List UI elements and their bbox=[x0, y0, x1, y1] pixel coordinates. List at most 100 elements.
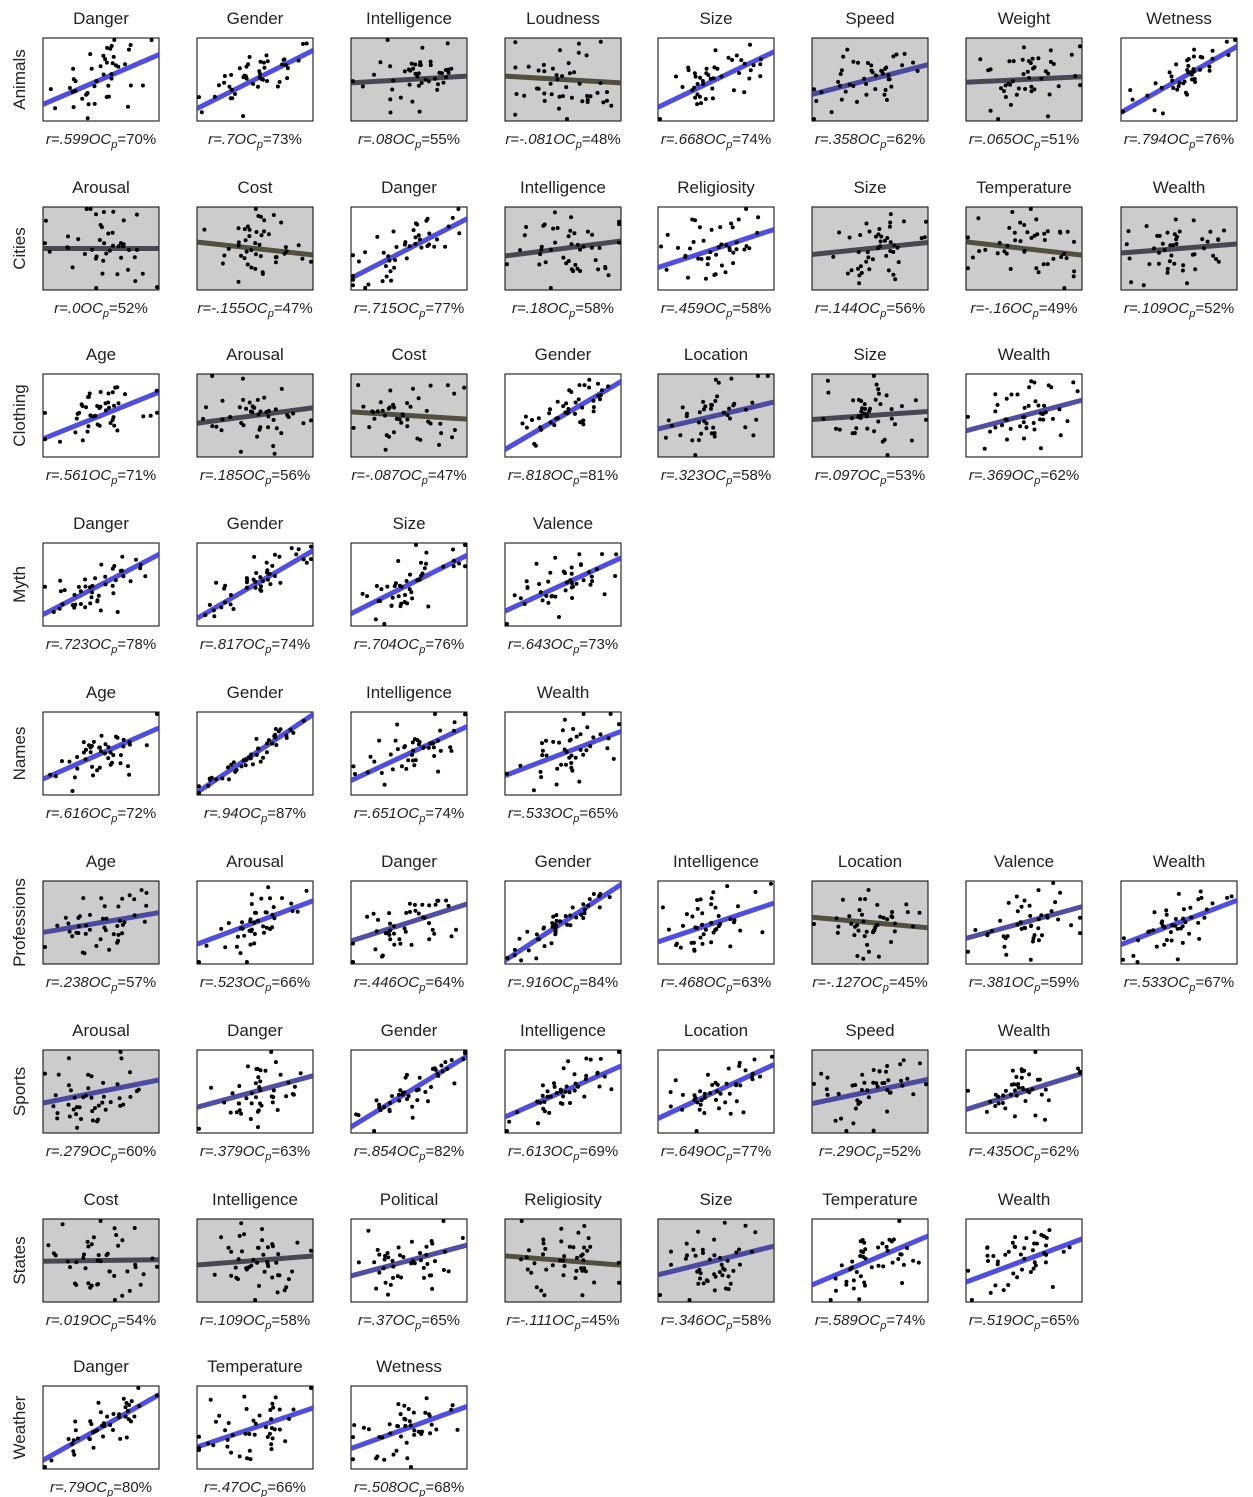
data-point bbox=[1222, 228, 1226, 233]
data-point bbox=[448, 745, 453, 750]
data-point bbox=[525, 586, 530, 590]
data-point bbox=[753, 890, 758, 894]
data-point bbox=[403, 929, 408, 934]
data-point bbox=[1028, 207, 1033, 211]
data-point bbox=[219, 428, 224, 433]
r-value: r=.18 bbox=[512, 300, 547, 317]
data-point bbox=[1032, 87, 1037, 92]
data-point bbox=[127, 740, 132, 745]
row-names: NamesAger=.616OCp=72%Genderr=.94OCp=87%I… bbox=[10, 683, 622, 825]
data-point bbox=[208, 777, 212, 782]
data-point bbox=[84, 923, 89, 928]
oc-value: =67% bbox=[1195, 974, 1234, 991]
data-point bbox=[693, 1253, 698, 1258]
oc-value: =73% bbox=[263, 131, 302, 148]
data-point bbox=[1027, 903, 1032, 908]
r-value: r=.561 bbox=[46, 467, 89, 484]
data-point bbox=[1159, 921, 1164, 925]
data-point bbox=[966, 235, 970, 240]
data-point bbox=[718, 1091, 723, 1096]
data-point bbox=[684, 1241, 689, 1246]
data-point bbox=[273, 727, 278, 731]
data-point bbox=[282, 251, 287, 256]
data-point bbox=[75, 766, 80, 771]
data-point bbox=[66, 1083, 71, 1088]
data-point bbox=[874, 1081, 879, 1086]
data-point bbox=[598, 81, 603, 86]
stat-label: r=.533OCp=67% bbox=[1124, 974, 1234, 994]
data-point bbox=[698, 935, 703, 940]
data-point bbox=[701, 1251, 705, 1255]
data-point bbox=[81, 896, 86, 901]
regression-line bbox=[658, 1243, 774, 1278]
data-point bbox=[573, 262, 578, 267]
data-point bbox=[730, 225, 735, 230]
data-point bbox=[900, 63, 905, 68]
data-point bbox=[561, 1258, 566, 1263]
oc-value: =62% bbox=[1040, 1143, 1079, 1160]
data-point bbox=[409, 942, 414, 947]
data-point bbox=[1164, 908, 1169, 913]
data-point bbox=[86, 102, 91, 107]
data-point bbox=[410, 1104, 415, 1109]
stat-label: r=.916OCp=84% bbox=[508, 974, 618, 994]
data-point bbox=[658, 1293, 663, 1297]
data-point bbox=[377, 1252, 382, 1257]
data-point bbox=[1039, 1092, 1044, 1097]
data-point bbox=[858, 1254, 863, 1258]
data-point bbox=[978, 57, 983, 62]
data-point bbox=[129, 1419, 133, 1424]
data-point bbox=[563, 1089, 568, 1094]
regression-line bbox=[351, 552, 467, 617]
oc-label: OC bbox=[89, 1143, 112, 1160]
data-point bbox=[606, 273, 611, 278]
r-value: r=.794 bbox=[1124, 131, 1167, 148]
plot-area bbox=[196, 206, 314, 291]
data-point bbox=[1136, 938, 1140, 943]
data-point bbox=[1072, 269, 1077, 274]
data-point bbox=[731, 1268, 736, 1273]
data-point bbox=[899, 1252, 904, 1257]
data-point bbox=[247, 55, 252, 59]
data-point bbox=[739, 58, 744, 63]
data-point bbox=[581, 902, 586, 907]
data-point bbox=[1210, 901, 1215, 906]
oc-subscript: p bbox=[110, 813, 117, 825]
data-point bbox=[555, 77, 560, 82]
data-point bbox=[1127, 256, 1132, 261]
data-point bbox=[524, 425, 529, 430]
data-point bbox=[704, 426, 709, 431]
data-point bbox=[441, 1268, 446, 1272]
data-point bbox=[253, 579, 258, 584]
data-point bbox=[75, 1125, 80, 1130]
data-point bbox=[258, 409, 263, 414]
data-point bbox=[112, 423, 117, 428]
data-point bbox=[1186, 63, 1191, 68]
data-point bbox=[71, 105, 76, 110]
data-point bbox=[1058, 433, 1063, 438]
data-point bbox=[388, 921, 392, 926]
data-point bbox=[716, 914, 721, 918]
data-point bbox=[416, 233, 421, 238]
data-point bbox=[234, 1275, 239, 1280]
data-point bbox=[683, 254, 688, 259]
data-point bbox=[94, 212, 98, 217]
data-point bbox=[819, 1071, 824, 1076]
data-point bbox=[391, 430, 396, 435]
r-value: r=.533 bbox=[1124, 974, 1168, 991]
data-point bbox=[568, 228, 573, 233]
data-point bbox=[573, 755, 578, 760]
data-point bbox=[890, 1260, 895, 1265]
data-point bbox=[529, 1270, 534, 1275]
data-point bbox=[876, 1263, 881, 1268]
data-point bbox=[691, 1247, 696, 1252]
r-value: r=.08 bbox=[358, 131, 393, 148]
data-point bbox=[729, 221, 734, 226]
data-point bbox=[410, 752, 414, 757]
data-point bbox=[139, 888, 144, 893]
data-point bbox=[412, 1432, 417, 1437]
data-point bbox=[89, 1242, 94, 1247]
data-point bbox=[123, 62, 127, 67]
oc-value: =63% bbox=[271, 1143, 310, 1160]
